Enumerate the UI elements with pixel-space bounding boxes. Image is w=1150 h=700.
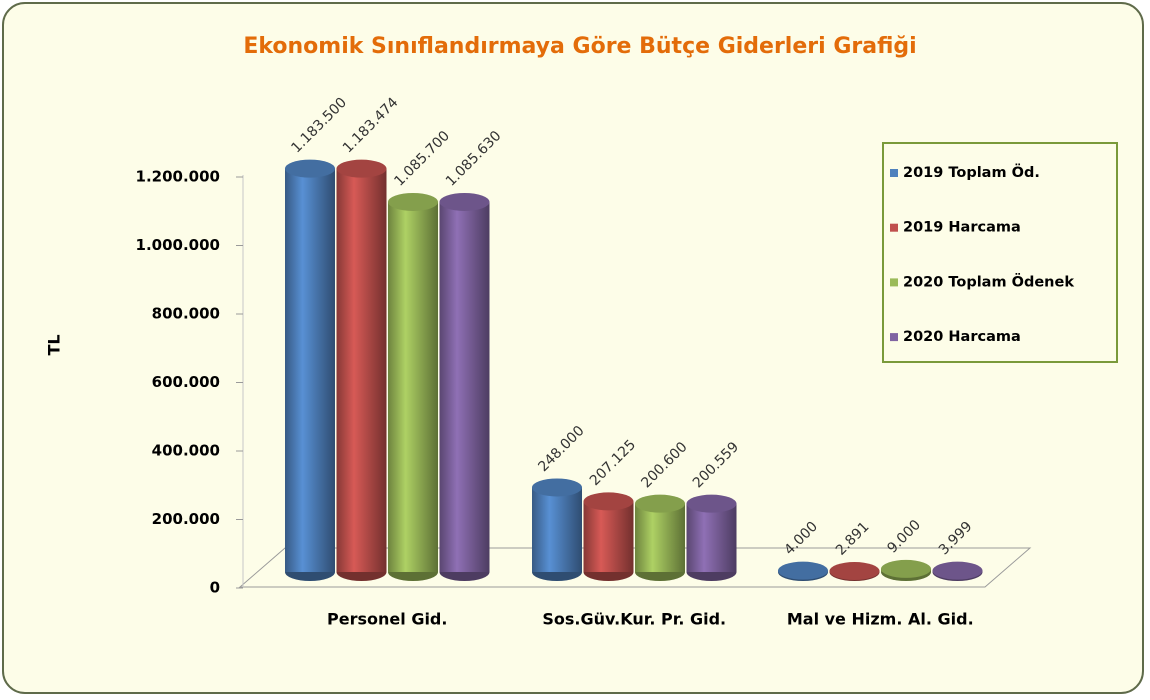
bar-top bbox=[881, 559, 931, 578]
bar bbox=[285, 168, 335, 572]
y-axis-label: TL bbox=[45, 334, 64, 355]
legend bbox=[882, 142, 1118, 363]
bar-top bbox=[829, 562, 880, 581]
bar bbox=[532, 487, 582, 572]
bar bbox=[583, 501, 634, 572]
bar-top bbox=[532, 478, 582, 497]
bar-top bbox=[635, 494, 685, 513]
bar-top bbox=[778, 561, 828, 580]
legend-label: 2020 Harcama bbox=[903, 329, 1021, 345]
x-tick-label: Personel Gid. bbox=[327, 610, 447, 629]
legend-label: 2019 Toplam Öd. bbox=[903, 163, 1040, 181]
x-tick-label: Mal ve Hizm. Al. Gid. bbox=[787, 610, 974, 629]
bar bbox=[686, 503, 737, 572]
legend-swatch bbox=[890, 278, 898, 287]
y-tick-label: 800.000 bbox=[152, 305, 220, 323]
legend-swatch bbox=[890, 169, 898, 177]
legend-label: 2019 Harcama bbox=[903, 220, 1021, 236]
bar-top bbox=[285, 159, 335, 178]
y-tick-label: 400.000 bbox=[152, 442, 220, 460]
x-tick-label: Sos.Güv.Kur. Pr. Gid. bbox=[542, 610, 726, 629]
legend-swatch bbox=[890, 333, 898, 342]
bar bbox=[635, 503, 685, 572]
bar-top bbox=[583, 492, 634, 511]
legend-label: 2020 Toplam Ödenek bbox=[903, 272, 1074, 290]
chart-title: Ekonomik Sınıflandırmaya Göre Bütçe Gide… bbox=[243, 34, 916, 59]
bar-top bbox=[439, 192, 490, 211]
y-tick-label: 1.200.000 bbox=[136, 168, 220, 186]
y-tick-label: 200.000 bbox=[152, 510, 220, 528]
y-tick-label: 0 bbox=[210, 579, 220, 597]
y-tick-label: 600.000 bbox=[152, 373, 220, 391]
bar-top bbox=[388, 192, 438, 211]
legend-swatch bbox=[890, 223, 898, 232]
bar-top bbox=[686, 494, 737, 513]
bar bbox=[388, 201, 438, 572]
bar-top bbox=[932, 561, 983, 580]
bar bbox=[439, 201, 490, 572]
bar bbox=[336, 168, 387, 572]
bar-top bbox=[336, 159, 387, 178]
y-tick-label: 1.000.000 bbox=[136, 236, 220, 254]
